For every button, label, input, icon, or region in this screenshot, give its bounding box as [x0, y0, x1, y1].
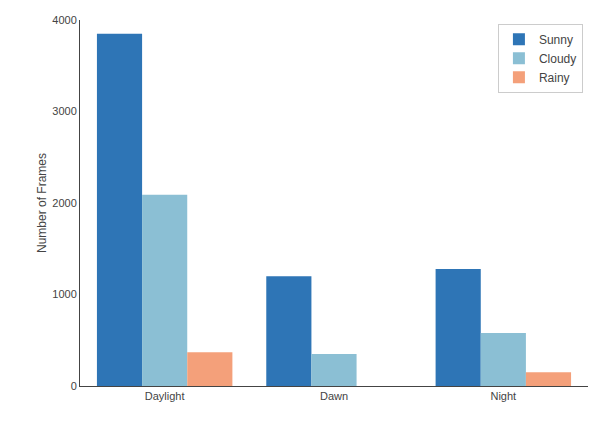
svg-text:Dawn: Dawn: [320, 390, 348, 402]
svg-text:Night: Night: [490, 390, 516, 402]
svg-text:0: 0: [71, 380, 77, 392]
svg-text:Sunny: Sunny: [539, 33, 573, 47]
svg-text:Rainy: Rainy: [539, 71, 570, 85]
svg-text:2000: 2000: [52, 197, 76, 209]
svg-text:Daylight: Daylight: [145, 390, 185, 402]
svg-text:1000: 1000: [52, 288, 76, 300]
svg-text:Cloudy: Cloudy: [539, 52, 576, 66]
svg-text:3000: 3000: [52, 105, 76, 117]
svg-text:4000: 4000: [52, 14, 76, 26]
svg-text:Number of Frames: Number of Frames: [35, 153, 49, 253]
